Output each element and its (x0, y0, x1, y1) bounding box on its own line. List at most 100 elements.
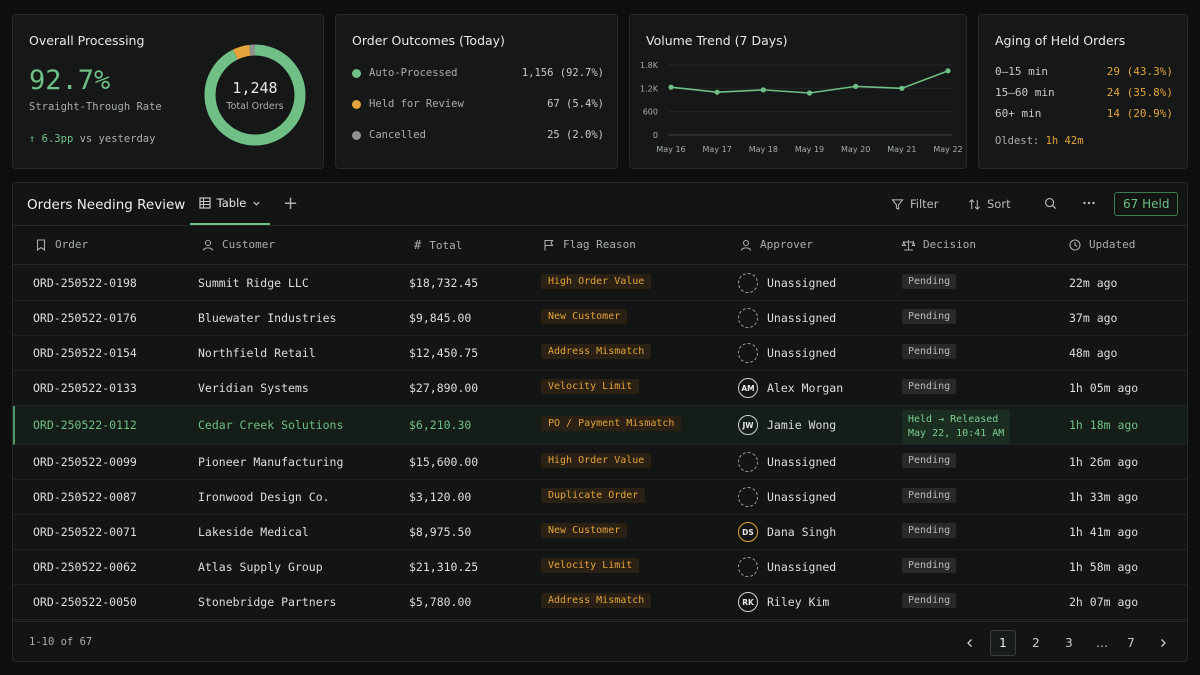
decision-status: Held → Released (908, 414, 999, 425)
decision-pending-badge[interactable]: Pending (902, 379, 957, 394)
order-id[interactable]: ORD-250522-0133 (33, 381, 137, 395)
order-outcomes-card: Order Outcomes (Today) Auto-Processed 1,… (335, 14, 618, 169)
column-header-order[interactable]: Order (35, 238, 88, 251)
column-header-approver[interactable]: Approver (740, 238, 813, 251)
page-button-2[interactable]: 2 (1032, 636, 1040, 650)
decision-pending-badge[interactable]: Pending (902, 309, 957, 324)
view-tab-table[interactable]: Table (190, 183, 270, 225)
table-row[interactable]: ORD-250522-0154 Northfield Retail $12,450.… (13, 336, 1187, 371)
column-header-label: Total (429, 238, 463, 252)
page-button-1[interactable]: 1 (990, 630, 1016, 656)
outcome-row: Cancelled 25 (2.0%) (352, 129, 604, 141)
order-id[interactable]: ORD-250522-0198 (33, 276, 137, 290)
oldest-held: Oldest: 1h 42m (995, 135, 1084, 147)
page-button-3[interactable]: 3 (1065, 636, 1073, 650)
add-view-button[interactable]: + (283, 193, 299, 214)
overall-processing-title: Overall Processing (29, 33, 145, 48)
order-id[interactable]: ORD-250522-0099 (33, 455, 137, 469)
table-grid-icon (199, 197, 211, 209)
order-total: $9,845.00 (409, 311, 472, 325)
more-options-button[interactable] (1082, 196, 1096, 210)
decision-pending-badge[interactable]: Pending (902, 453, 957, 468)
column-header-updated[interactable]: Updated (1069, 238, 1135, 251)
customer-name: Veridian Systems (198, 381, 309, 395)
order-total: $5,780.00 (409, 595, 472, 609)
filter-button[interactable]: Filter (891, 197, 938, 211)
order-id[interactable]: ORD-250522-0071 (33, 525, 137, 539)
column-header-flag-reason[interactable]: Flag Reason (543, 238, 636, 251)
order-id[interactable]: ORD-250522-0154 (33, 346, 137, 360)
x-tick-label: May 22 (933, 145, 962, 154)
column-header-decision[interactable]: Decision (902, 238, 976, 251)
flag-reason-badge: PO / Payment Mismatch (541, 416, 682, 431)
table-row[interactable]: ORD-250522-0112 Cedar Creek Solutions $6,2… (13, 406, 1187, 445)
next-page-button[interactable] (1150, 630, 1176, 656)
sort-button[interactable]: Sort (968, 197, 1011, 211)
decision-released-badge[interactable]: Held → Released May 22, 10:41 AM (902, 410, 1011, 444)
clock-icon (1069, 238, 1081, 251)
approver-name[interactable]: Jamie Wong (767, 418, 837, 432)
donut-segment (204, 44, 306, 146)
total-orders-value: 1,248 (232, 78, 278, 97)
table-row[interactable]: ORD-250522-0071 Lakeside Medical $8,975.50… (13, 515, 1187, 550)
table-row[interactable]: ORD-250522-0050 Stonebridge Partners $5,78… (13, 585, 1187, 620)
approver-name[interactable]: Unassigned (767, 560, 837, 574)
x-tick-label: May 21 (887, 145, 916, 154)
decision-pending-badge[interactable]: Pending (902, 558, 957, 573)
approver-name[interactable]: Unassigned (767, 276, 837, 290)
column-header-label: Flag Reason (563, 238, 636, 251)
orders-review-panel: Orders Needing Review Table + Filter Sor… (12, 182, 1188, 662)
table-row[interactable]: ORD-250522-0062 Atlas Supply Group $21,310… (13, 550, 1187, 585)
decision-pending-badge[interactable]: Pending (902, 593, 957, 608)
table-row[interactable]: ORD-250522-0133 Veridian Systems $27,890.0… (13, 371, 1187, 406)
unassigned-avatar-icon (738, 343, 758, 363)
decision-pending-badge[interactable]: Pending (902, 488, 957, 503)
approver-name[interactable]: Unassigned (767, 346, 837, 360)
approver-name[interactable]: Riley Kim (767, 595, 830, 609)
decision-pending-badge[interactable]: Pending (902, 344, 957, 359)
x-tick-label: May 16 (656, 145, 685, 154)
customer-name: Northfield Retail (198, 346, 316, 360)
order-id[interactable]: ORD-250522-0176 (33, 311, 137, 325)
trend-point (899, 85, 905, 91)
column-header-customer[interactable]: Customer (202, 238, 275, 251)
flag-reason-badge: New Customer (541, 309, 628, 324)
updated-time: 1h 33m ago (1069, 490, 1139, 504)
approver-name[interactable]: Unassigned (767, 490, 837, 504)
order-id[interactable]: ORD-250522-0062 (33, 560, 137, 574)
table-row[interactable]: ORD-250522-0087 Ironwood Design Co. $3,120… (13, 480, 1187, 515)
overall-processing-card: Overall Processing 92.7% Straight-Throug… (12, 14, 324, 169)
column-header-label: Updated (1089, 238, 1136, 251)
approver-name[interactable]: Dana Singh (767, 525, 837, 539)
decision-pending-badge[interactable]: Pending (902, 274, 957, 289)
table-footer: 1-10 of 67 1 2 3 … 7 (13, 621, 1187, 661)
volume-trend-title: Volume Trend (7 Days) (646, 33, 788, 48)
bookmark-icon (36, 238, 46, 251)
table-row[interactable]: ORD-250522-0099 Pioneer Manufacturing $15,… (13, 445, 1187, 480)
order-total: $6,210.30 (409, 418, 472, 432)
table-row[interactable]: ORD-250522-0198 Summit Ridge LLC $18,732.4… (13, 266, 1187, 301)
flag-reason-badge: Velocity Limit (541, 558, 640, 573)
prev-page-button[interactable] (957, 630, 983, 656)
customer-name: Cedar Creek Solutions (198, 418, 344, 432)
arrow-up-icon: ↑ (29, 133, 36, 145)
approver-name[interactable]: Alex Morgan (767, 381, 844, 395)
order-total: $18,732.45 (409, 276, 479, 290)
delta-indicator: ↑ 6.3pp vs yesterday (29, 133, 155, 145)
page-button-7[interactable]: 7 (1127, 636, 1135, 650)
decision-pending-badge[interactable]: Pending (902, 523, 957, 538)
order-id[interactable]: ORD-250522-0112 (33, 418, 137, 432)
approver-name[interactable]: Unassigned (767, 455, 837, 469)
held-count-button[interactable]: 67 Held (1114, 192, 1179, 216)
column-header-total[interactable]: # Total (414, 238, 462, 252)
search-button[interactable] (1044, 197, 1057, 210)
table-row[interactable]: ORD-250522-0176 Bluewater Industries $9,84… (13, 301, 1187, 336)
aging-value: 29 (43.3%) (1106, 65, 1173, 78)
order-id[interactable]: ORD-250522-0087 (33, 490, 137, 504)
flag-reason-badge: Address Mismatch (541, 344, 652, 359)
status-dot-icon (352, 68, 361, 78)
order-id[interactable]: ORD-250522-0050 (33, 595, 137, 609)
trend-line (670, 70, 949, 94)
unassigned-avatar-icon (738, 557, 758, 577)
approver-name[interactable]: Unassigned (767, 311, 837, 325)
